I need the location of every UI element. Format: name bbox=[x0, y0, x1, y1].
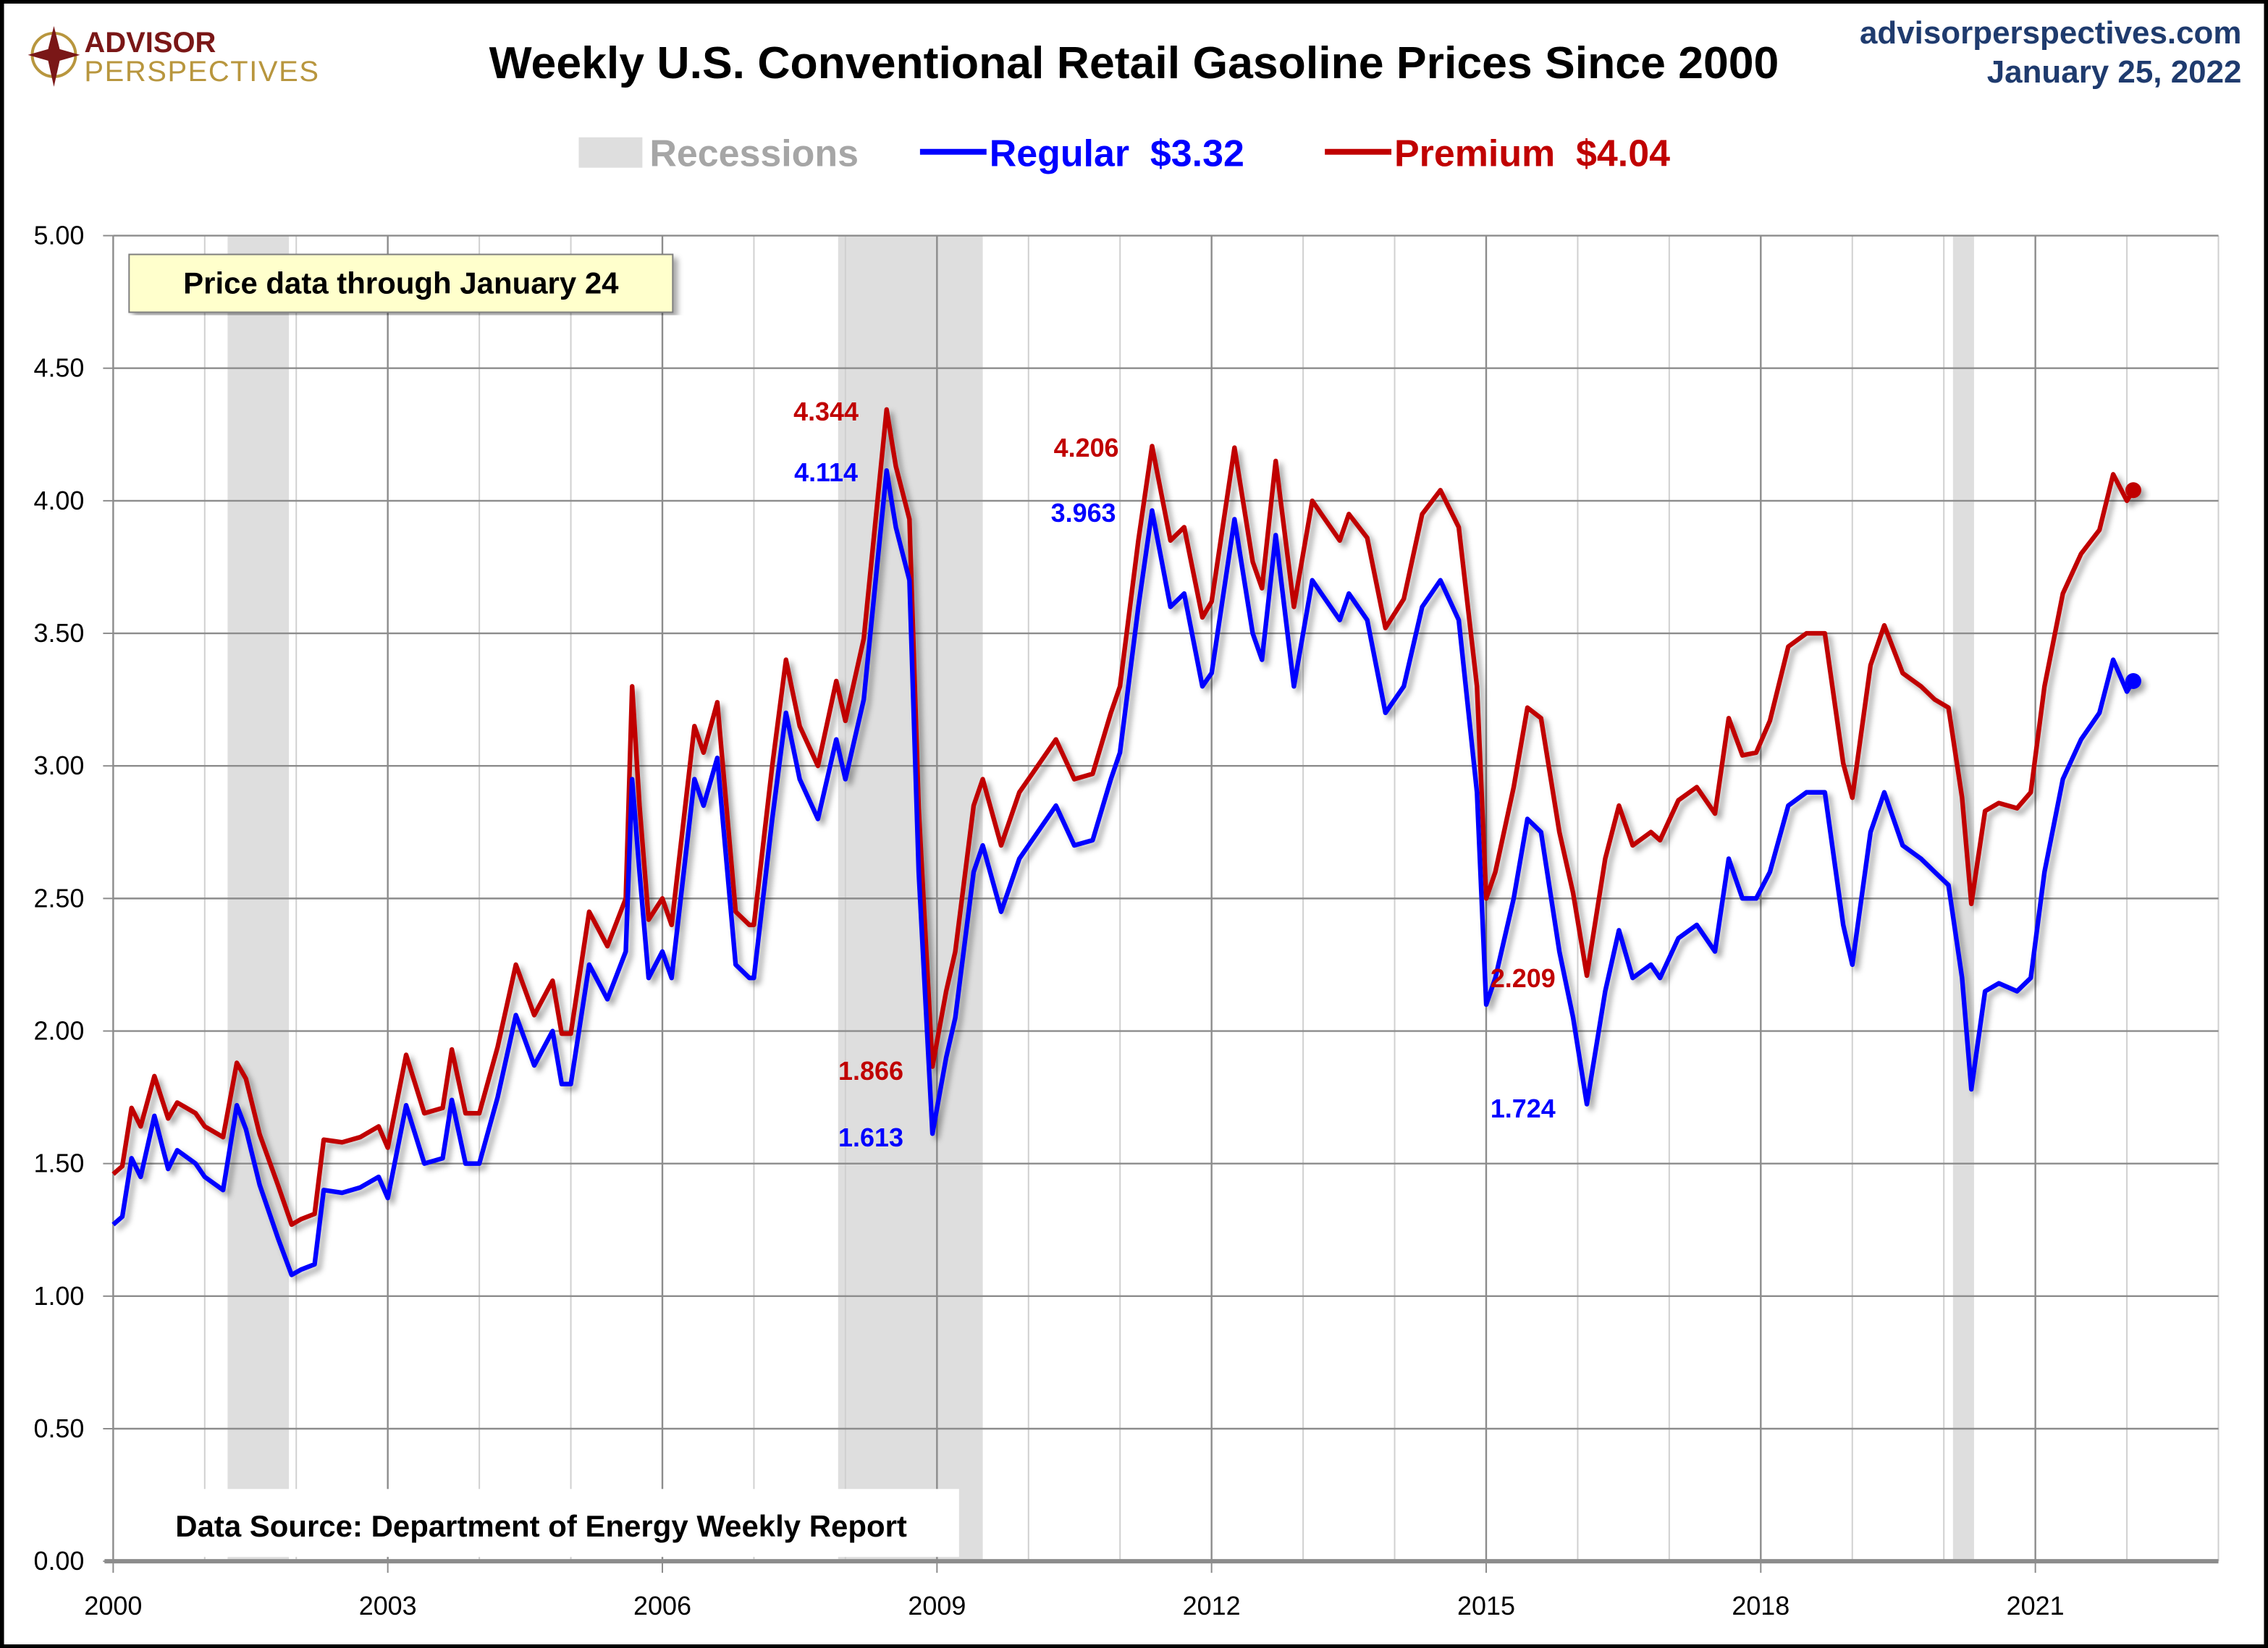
series-line-regular bbox=[111, 468, 2136, 1277]
series-lines bbox=[111, 407, 2141, 1277]
annotation-regular: 1.724 bbox=[1491, 1094, 1556, 1123]
chart-title: Weekly U.S. Conventional Retail Gasoline… bbox=[489, 38, 1779, 88]
last-value-marker-regular bbox=[2125, 672, 2141, 689]
legend-recessions-swatch bbox=[578, 137, 643, 168]
price-through-box bbox=[128, 253, 674, 313]
x-tick-label: 2012 bbox=[1183, 1591, 1241, 1620]
x-tick-label: 2009 bbox=[908, 1591, 966, 1620]
annotation-premium: 2.209 bbox=[1491, 963, 1556, 993]
compass-star-icon bbox=[28, 25, 80, 87]
x-tick-label: 2000 bbox=[84, 1591, 142, 1620]
y-tick-label: 4.00 bbox=[33, 486, 84, 515]
last-value-marker-premium bbox=[2125, 482, 2141, 499]
price-through-text: Price data through January 24 bbox=[183, 266, 619, 300]
annotation-premium: 4.344 bbox=[793, 397, 859, 426]
x-tick-label: 2021 bbox=[2007, 1591, 2065, 1620]
x-tick-label: 2003 bbox=[359, 1591, 417, 1620]
y-tick-label: 2.50 bbox=[33, 883, 84, 913]
legend-regular-label: Regular $3.32 bbox=[990, 133, 1244, 175]
x-tick-label: 2015 bbox=[1457, 1591, 1515, 1620]
y-tick-label: 3.50 bbox=[33, 618, 84, 648]
gridlines bbox=[113, 234, 2219, 1562]
annotation-regular: 1.613 bbox=[838, 1123, 903, 1152]
data-source-note: Data Source: Department of Energy Weekly… bbox=[114, 1489, 959, 1558]
data-source-text: Data Source: Department of Energy Weekly… bbox=[175, 1509, 907, 1543]
site-name: advisorperspectives.com bbox=[1860, 15, 2242, 51]
y-tick-label: 4.50 bbox=[33, 353, 84, 383]
publish-date: January 25, 2022 bbox=[1987, 54, 2242, 90]
x-tick-label: 2006 bbox=[633, 1591, 691, 1620]
logo-line-1: ADVISOR bbox=[84, 27, 216, 59]
y-tick-label: 5.00 bbox=[33, 221, 84, 250]
annotation-regular: 4.114 bbox=[794, 457, 858, 487]
data-source-box bbox=[114, 1489, 959, 1558]
axes: 0.00 0.50 1.00 1.50 2.00 2.50 3.00 3.50 4.00 4.50… bbox=[33, 221, 2219, 1620]
legend: Recessions Regular $3.32 Premium $4.04 bbox=[578, 133, 1670, 175]
x-tick-label: 2018 bbox=[1732, 1591, 1789, 1620]
y-tick-label: 3.00 bbox=[33, 751, 84, 780]
y-tick-label: 1.50 bbox=[33, 1149, 84, 1178]
y-tick-label: 0.50 bbox=[33, 1414, 84, 1443]
y-tick-label: 2.00 bbox=[33, 1016, 84, 1046]
annotations: 4.344 4.114 4.206 3.963 1.866 1.613 2.209 1.724 bbox=[793, 397, 1556, 1152]
legend-recessions-label: Recessions bbox=[649, 133, 859, 175]
y-tick-label: 1.00 bbox=[33, 1281, 84, 1311]
advisor-perspectives-logo: ADVISOR PERSPECTIVES bbox=[28, 25, 319, 88]
annotation-premium: 1.866 bbox=[838, 1056, 903, 1086]
annotation-regular: 3.963 bbox=[1051, 498, 1116, 528]
legend-premium-label: Premium $4.04 bbox=[1394, 133, 1670, 175]
logo-line-2: PERSPECTIVES bbox=[84, 56, 319, 88]
y-tick-label: 0.00 bbox=[33, 1546, 84, 1576]
annotation-premium: 4.206 bbox=[1054, 433, 1119, 462]
series-line-premium bbox=[111, 407, 2136, 1227]
price-through-note: Price data through January 24 bbox=[128, 253, 674, 313]
